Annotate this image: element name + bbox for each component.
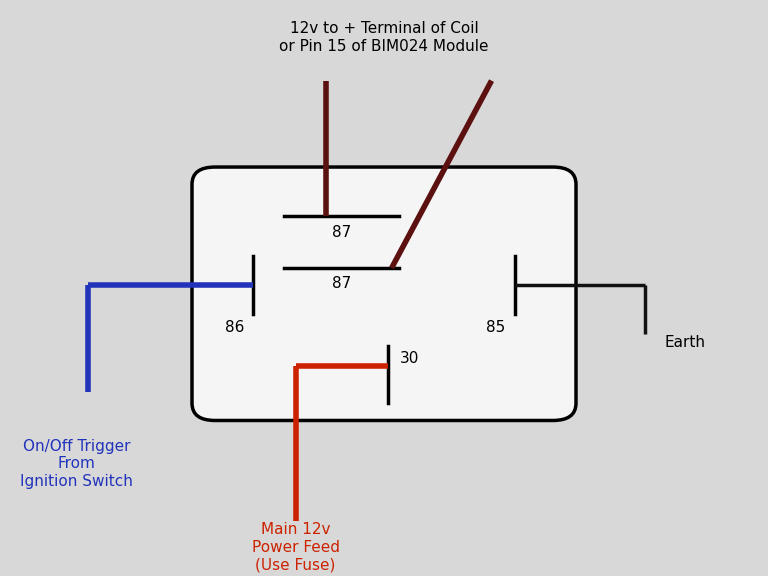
- Text: 87: 87: [332, 225, 352, 240]
- Text: 86: 86: [224, 320, 244, 335]
- Text: 87: 87: [332, 276, 352, 291]
- FancyBboxPatch shape: [192, 167, 576, 420]
- Text: 30: 30: [399, 351, 419, 366]
- Text: Earth: Earth: [664, 335, 705, 350]
- Text: Main 12v
Power Feed
(Use Fuse): Main 12v Power Feed (Use Fuse): [252, 522, 339, 572]
- Text: 12v to + Terminal of Coil
or Pin 15 of BIM024 Module: 12v to + Terminal of Coil or Pin 15 of B…: [280, 21, 488, 54]
- Text: 85: 85: [485, 320, 505, 335]
- Text: On/Off Trigger
From
Ignition Switch: On/Off Trigger From Ignition Switch: [21, 439, 133, 488]
